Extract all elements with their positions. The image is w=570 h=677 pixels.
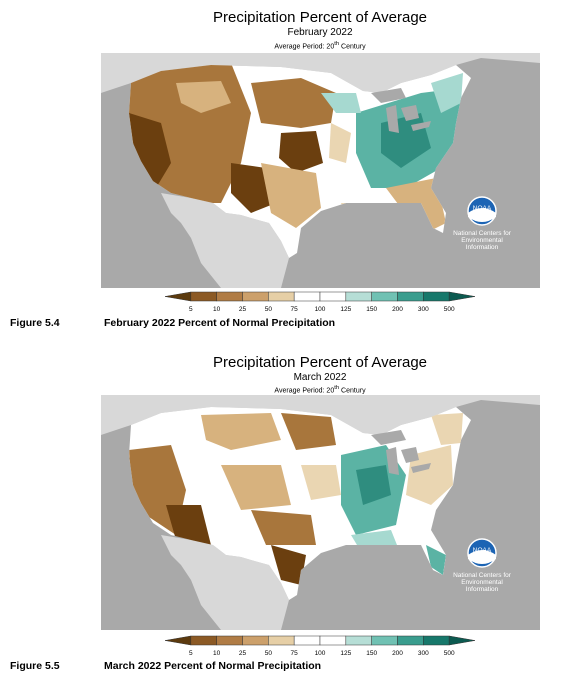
legend-tick-label: 500 <box>444 650 455 657</box>
legend-tick-label: 5 <box>189 306 193 313</box>
legend-tick-label: 75 <box>291 650 299 657</box>
legend-tick-label: 100 <box>315 650 326 657</box>
legend-swatch <box>293 291 321 302</box>
legend-tick-label: 500 <box>444 306 455 313</box>
legend-tick-label: 50 <box>265 306 273 313</box>
legend-tick-label: 200 <box>392 306 403 313</box>
legend-swatch <box>319 635 347 646</box>
legend-tick-label: 300 <box>418 650 429 657</box>
map2-noaa-logo-text: NOAA <box>473 547 492 554</box>
legend-swatch <box>345 291 372 302</box>
legend-tick-label: 150 <box>366 650 377 657</box>
legend-swatch <box>242 635 269 646</box>
figure-5-5-caption: March 2022 Percent of Normal Precipitati… <box>104 660 322 672</box>
legend-swatch <box>293 635 321 646</box>
legend-swatch <box>268 635 295 646</box>
figure-5-4-label: Figure 5.4 <box>10 317 60 329</box>
legend-tick-label: 75 <box>291 306 299 313</box>
map1-noaa-logo-text: NOAA <box>473 205 492 212</box>
legend-tick-label: 25 <box>239 650 247 657</box>
legend-swatch <box>164 291 192 302</box>
legend-swatch <box>268 291 295 302</box>
legend-tick-label: 200 <box>392 650 403 657</box>
legend-swatch <box>164 635 192 646</box>
map2-agency-line-1: National Centers for <box>453 572 512 579</box>
legend-swatch <box>345 635 372 646</box>
map2-period: Average Period: 20th Century <box>274 385 366 395</box>
legend-tick-label: 150 <box>366 306 377 313</box>
legend-tick-label: 25 <box>239 306 247 313</box>
map1-agency-line-2: Environmental <box>461 237 503 244</box>
legend-swatch <box>319 291 347 302</box>
map1-period: Average Period: 20th Century <box>274 41 366 51</box>
legend-tick-label: 125 <box>340 650 351 657</box>
map1-agency-line-3: Information <box>466 244 499 251</box>
map2-legend: 5 10 25 50 75 100 125 150 200 300 500 <box>155 634 485 664</box>
legend-swatch <box>423 635 450 646</box>
legend-swatch <box>448 291 476 302</box>
map1-agency-line-1: National Centers for <box>453 230 512 237</box>
legend-swatch <box>190 291 217 302</box>
legend-swatch <box>216 635 243 646</box>
legend-tick-label: 300 <box>418 306 429 313</box>
legend-swatch <box>216 291 243 302</box>
legend-tick-label: 100 <box>315 306 326 313</box>
map2-precipitation-map: NOAA National Centers for Environmental … <box>101 395 540 630</box>
legend-swatch <box>371 291 398 302</box>
legend-tick-label: 10 <box>213 306 221 313</box>
legend-swatch <box>397 291 424 302</box>
legend-swatch <box>423 291 450 302</box>
map1-precipitation-map: NOAA National Centers for Environmental … <box>101 53 540 288</box>
map2-title: Precipitation Percent of Average <box>212 354 428 371</box>
figure-5-5-label: Figure 5.5 <box>10 660 60 672</box>
legend-tick-label: 10 <box>213 650 221 657</box>
map1-title: Precipitation Percent of Average <box>212 9 428 26</box>
legend-swatch <box>448 635 476 646</box>
legend-swatch <box>242 291 269 302</box>
legend-swatch <box>371 635 398 646</box>
figure-5-4-caption: February 2022 Percent of Normal Precipit… <box>104 317 336 329</box>
map2-agency-line-3: Information <box>466 586 499 593</box>
map1-subtitle: February 2022 <box>287 27 353 38</box>
legend-tick-label: 125 <box>340 306 351 313</box>
map2-agency-line-2: Environmental <box>461 579 503 586</box>
legend-tick-label: 50 <box>265 650 273 657</box>
map1-legend: 5 10 25 50 75 100 125 150 200 300 500 <box>155 290 485 320</box>
legend-swatch <box>397 635 424 646</box>
legend-tick-label: 5 <box>189 650 193 657</box>
map2-subtitle: March 2022 <box>293 372 347 383</box>
legend-swatch <box>190 635 217 646</box>
